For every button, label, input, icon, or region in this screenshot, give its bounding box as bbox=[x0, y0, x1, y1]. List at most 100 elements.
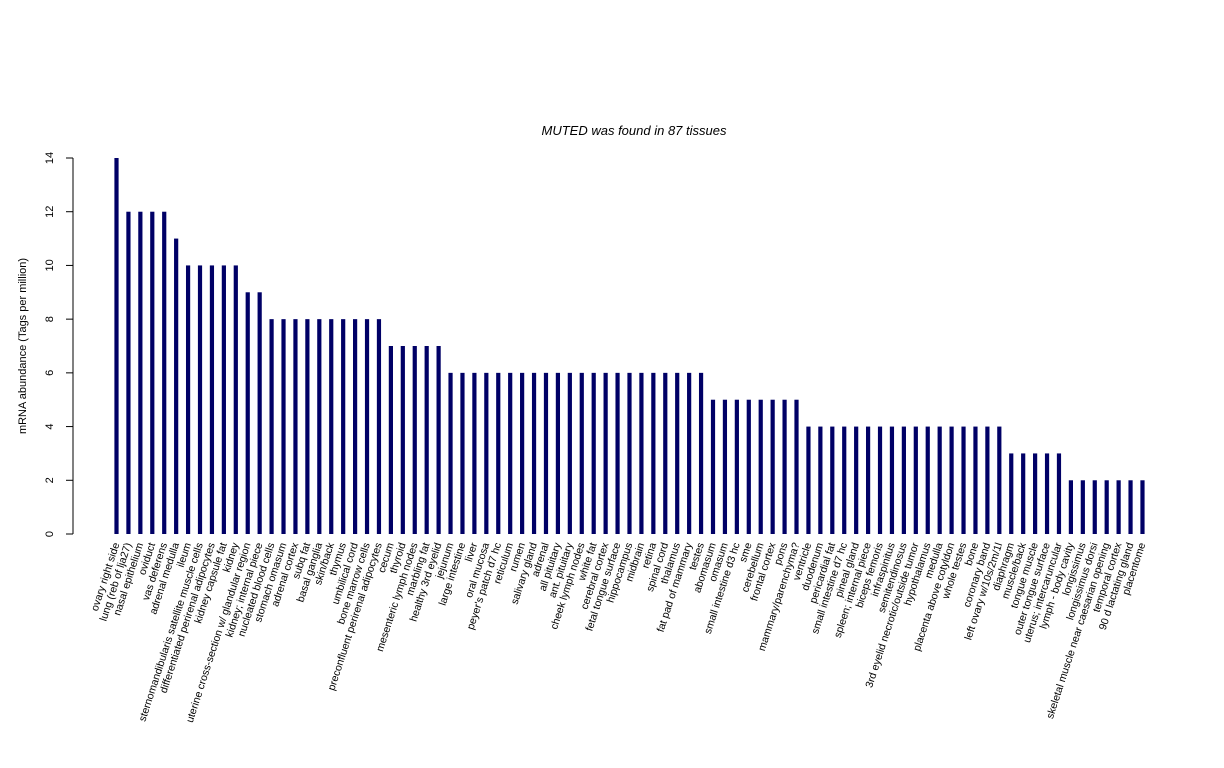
bar bbox=[114, 158, 119, 534]
bar bbox=[603, 372, 608, 534]
bar bbox=[579, 372, 584, 534]
bar bbox=[197, 265, 203, 534]
bar bbox=[185, 265, 191, 534]
bar bbox=[758, 399, 763, 534]
y-tick-label: 14 bbox=[44, 152, 56, 164]
y-tick-label: 4 bbox=[44, 424, 56, 430]
bar bbox=[281, 319, 286, 534]
bar bbox=[448, 372, 453, 534]
bar bbox=[424, 346, 429, 534]
bar bbox=[889, 426, 895, 534]
bar bbox=[329, 319, 334, 534]
bar bbox=[305, 319, 310, 534]
y-tick-label: 0 bbox=[44, 531, 56, 537]
bar bbox=[376, 319, 382, 534]
bar bbox=[364, 319, 370, 534]
bar bbox=[400, 346, 405, 534]
bar bbox=[794, 399, 799, 534]
bar bbox=[818, 426, 823, 534]
bar bbox=[388, 346, 393, 534]
bar bbox=[436, 346, 441, 534]
bar bbox=[842, 426, 847, 534]
bar bbox=[484, 372, 489, 534]
y-tick-label: 12 bbox=[44, 206, 56, 218]
bar bbox=[746, 399, 751, 534]
bar bbox=[341, 319, 346, 534]
bar bbox=[901, 426, 906, 534]
y-axis-label: mRNA abundance (Tags per million) bbox=[17, 258, 29, 434]
bar bbox=[150, 211, 155, 534]
bars-group bbox=[114, 158, 1145, 535]
y-tick-label: 10 bbox=[44, 259, 56, 271]
bar bbox=[460, 372, 465, 534]
bar bbox=[973, 426, 978, 534]
y-axis: 0 2 4 6 8 10 12 14 bbox=[44, 152, 74, 537]
bar bbox=[1104, 480, 1109, 534]
bar bbox=[293, 319, 298, 534]
y-tick-label: 6 bbox=[44, 370, 56, 376]
bar bbox=[257, 292, 262, 534]
bar bbox=[138, 211, 143, 534]
bar bbox=[353, 319, 358, 534]
bar bbox=[567, 372, 572, 534]
bar bbox=[162, 211, 167, 534]
bar bbox=[698, 372, 704, 534]
bar bbox=[1056, 453, 1062, 534]
bar bbox=[1044, 453, 1050, 534]
bar bbox=[710, 399, 716, 534]
bar bbox=[997, 426, 1002, 534]
bar bbox=[555, 372, 561, 534]
bar bbox=[520, 372, 525, 534]
bar bbox=[1140, 480, 1145, 534]
bar bbox=[854, 426, 859, 534]
bar bbox=[543, 372, 549, 534]
bar bbox=[675, 372, 680, 534]
bar bbox=[126, 211, 131, 534]
bar bbox=[734, 399, 739, 534]
bar bbox=[1080, 480, 1085, 534]
x-category-label: sme bbox=[737, 541, 755, 564]
bar bbox=[233, 265, 238, 534]
bar bbox=[508, 372, 513, 534]
bar bbox=[639, 372, 644, 534]
bar bbox=[806, 426, 811, 534]
bar bbox=[1033, 453, 1038, 534]
bar bbox=[985, 426, 990, 534]
bar bbox=[1021, 453, 1026, 534]
bar bbox=[651, 372, 656, 534]
bar bbox=[865, 426, 871, 534]
bar bbox=[961, 426, 966, 534]
y-tick-label: 2 bbox=[44, 477, 56, 483]
bar bbox=[782, 399, 787, 534]
bar bbox=[1009, 453, 1014, 534]
y-tick-label: 8 bbox=[44, 316, 56, 322]
bar bbox=[174, 238, 179, 535]
bar bbox=[1068, 480, 1073, 534]
bar bbox=[830, 426, 835, 534]
bar bbox=[245, 292, 250, 534]
x-category-label: liver bbox=[463, 541, 481, 563]
bar bbox=[615, 372, 620, 534]
bar bbox=[269, 319, 274, 534]
bar bbox=[770, 399, 775, 534]
bar bbox=[209, 265, 215, 534]
bar bbox=[531, 372, 537, 534]
bar bbox=[627, 372, 632, 534]
bar bbox=[687, 372, 692, 534]
bar bbox=[591, 372, 596, 534]
chart-title: MUTED was found in 87 tissues bbox=[542, 123, 727, 138]
bar bbox=[1116, 480, 1121, 534]
bar bbox=[913, 426, 918, 534]
bar bbox=[663, 372, 668, 534]
bar bbox=[221, 265, 226, 534]
bar bbox=[496, 372, 501, 534]
bar bbox=[472, 372, 477, 534]
bar bbox=[412, 346, 417, 534]
bar bbox=[925, 426, 930, 534]
bar bbox=[722, 399, 728, 534]
bar bbox=[949, 426, 954, 534]
bar bbox=[877, 426, 883, 534]
bar bbox=[937, 426, 942, 534]
